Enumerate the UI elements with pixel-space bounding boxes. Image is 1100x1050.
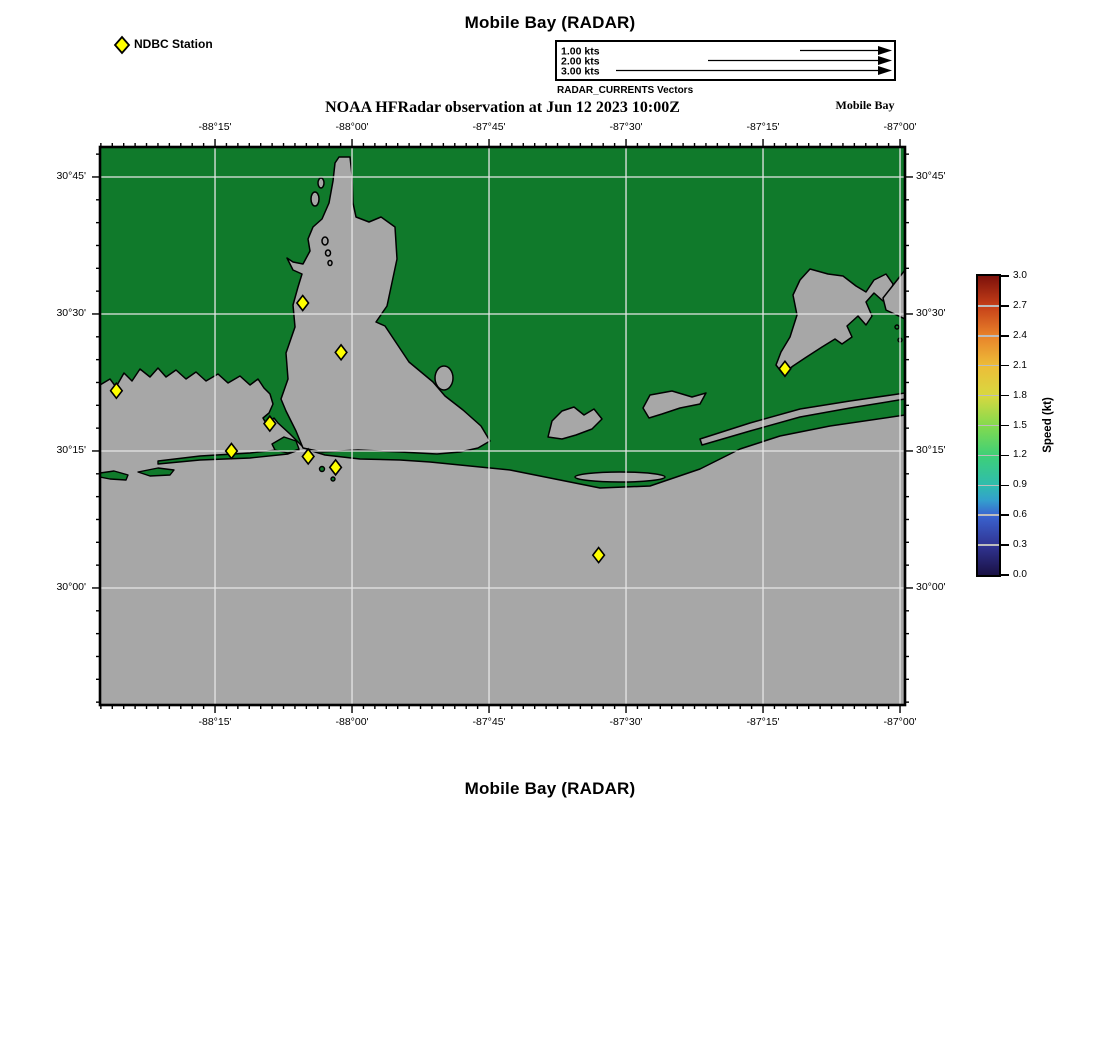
delta-marsh bbox=[327, 259, 333, 267]
colorbar-tick bbox=[1001, 484, 1009, 487]
colorbar-tick-label: 3.0 bbox=[1013, 270, 1027, 281]
colorbar-gridline bbox=[978, 394, 999, 397]
colorbar-gridline bbox=[978, 454, 999, 457]
colorbar-tick bbox=[1001, 574, 1009, 576]
ndbc-station-marker bbox=[295, 294, 310, 312]
intracoastal-water bbox=[699, 392, 905, 446]
lat-tick-label-right: 30°00' bbox=[916, 580, 946, 593]
delta-channel bbox=[317, 177, 325, 189]
wolf-bay-water bbox=[642, 390, 707, 419]
ndbc-station-marker bbox=[334, 343, 348, 362]
lon-tick-label-top: -88°15' bbox=[198, 121, 232, 133]
colorbar-tick bbox=[1001, 544, 1009, 546]
vector-scale-label: 1.00 kts bbox=[561, 46, 600, 58]
map-border bbox=[98, 145, 907, 707]
ndbc-station-marker bbox=[224, 442, 239, 460]
map-canvas bbox=[92, 139, 913, 713]
lon-tick-label-bottom: -87°30' bbox=[609, 716, 643, 728]
vector-scale-legend: 1.00 kts 2.00 kts 3.00 kts bbox=[555, 40, 896, 81]
observation-title: NOAA HFRadar observation at Jun 12 2023 … bbox=[325, 99, 680, 116]
lon-tick-label-bottom: -88°00' bbox=[335, 716, 369, 728]
colorbar-tick-label: 0.0 bbox=[1013, 569, 1027, 580]
lon-tick-label-top: -87°45' bbox=[472, 121, 506, 133]
lon-tick-label-top: -87°15' bbox=[746, 121, 780, 133]
vector-scale-label: 3.00 kts bbox=[561, 66, 600, 78]
lon-tick-label-bottom: -88°15' bbox=[198, 716, 232, 728]
barrier-islet bbox=[137, 467, 175, 477]
colorbar-tick bbox=[1001, 305, 1009, 307]
colorbar-title: Speed (kt) bbox=[1042, 397, 1054, 453]
lat-tick-label-right: 30°15' bbox=[916, 443, 946, 456]
lat-tick-label-left: 30°15' bbox=[56, 443, 86, 456]
page-title: Mobile Bay (RADAR) bbox=[464, 13, 636, 32]
lat-tick-label-left: 30°00' bbox=[56, 580, 86, 593]
colorbar-tick bbox=[1001, 514, 1009, 516]
ndbc-station-marker bbox=[263, 414, 277, 433]
colorbar-tick bbox=[1001, 335, 1009, 337]
sand-islet bbox=[318, 465, 326, 473]
ndbc-station-marker bbox=[591, 546, 606, 564]
colorbar-tick-label: 0.9 bbox=[1013, 479, 1027, 491]
weeks-bay-water bbox=[434, 365, 454, 391]
colorbar-gridline bbox=[978, 335, 999, 337]
sand-islet bbox=[330, 476, 336, 482]
colorbar bbox=[976, 274, 1001, 577]
lat-tick-label-right: 30°30' bbox=[916, 306, 946, 319]
ndbc-station-markers bbox=[109, 294, 792, 564]
colorbar-tick-label: 1.2 bbox=[1013, 449, 1027, 461]
vector-scale-label: 2.00 kts bbox=[561, 56, 600, 68]
colorbar-gridline bbox=[978, 424, 999, 427]
colorbar-gridline bbox=[978, 305, 999, 307]
colorbar-tick bbox=[1001, 454, 1009, 457]
lat-tick-label-left: 30°45' bbox=[56, 169, 86, 182]
bon-secour-water bbox=[547, 406, 603, 440]
perdido-bay-water bbox=[775, 268, 894, 375]
colorbar-tick-label: 0.3 bbox=[1013, 539, 1027, 551]
colorbar-tick-label: 0.6 bbox=[1013, 509, 1027, 521]
colorbar-tick-label: 2.1 bbox=[1013, 359, 1027, 371]
delta-marsh bbox=[321, 236, 329, 246]
vector-legend-caption: RADAR_CURRENTS Vectors bbox=[557, 85, 694, 96]
lon-tick-label-top: -87°30' bbox=[609, 121, 643, 133]
graticule-gridlines bbox=[100, 147, 905, 705]
lat-tick-label-left: 30°30' bbox=[56, 306, 86, 319]
ndbc-station-marker bbox=[778, 359, 792, 378]
colorbar-tick-label: 2.4 bbox=[1013, 329, 1027, 341]
marsh-islet bbox=[894, 324, 900, 330]
lon-tick-label-bottom: -87°00' bbox=[883, 716, 917, 728]
colorbar-gridline bbox=[978, 514, 999, 516]
lon-tick-label-bottom: -87°45' bbox=[472, 716, 506, 728]
little-lagoon-water bbox=[574, 471, 666, 483]
delta-channel bbox=[310, 191, 320, 207]
lon-tick-label-top: -87°00' bbox=[883, 121, 917, 133]
ndbc-station-icon bbox=[113, 35, 131, 55]
petit-bois-island bbox=[100, 470, 129, 481]
colorbar-tick-label: 2.7 bbox=[1013, 299, 1027, 311]
ndbc-station-marker bbox=[328, 458, 343, 477]
lat-tick-label-right: 30°45' bbox=[916, 169, 946, 182]
colorbar-gridline bbox=[978, 544, 999, 546]
corner-region-label: Mobile Bay bbox=[835, 98, 895, 112]
colorbar-tick bbox=[1001, 364, 1009, 367]
delta-marsh bbox=[324, 249, 332, 257]
lon-tick-label-bottom: -87°15' bbox=[746, 716, 780, 728]
colorbar-gridline bbox=[978, 364, 999, 367]
lon-tick-label-top: -88°00' bbox=[335, 121, 369, 133]
dauphin-island-east bbox=[271, 436, 300, 454]
colorbar-tick-label: 1.8 bbox=[1013, 389, 1027, 401]
ndbc-station-marker bbox=[301, 447, 315, 466]
ndbc-station-marker bbox=[109, 381, 124, 400]
ndbc-legend-label: NDBC Station bbox=[134, 37, 213, 51]
colorbar-tick bbox=[1001, 394, 1009, 397]
colorbar-gridline bbox=[978, 484, 999, 487]
footer-title: Mobile Bay (RADAR) bbox=[464, 779, 636, 798]
colorbar-tick bbox=[1001, 275, 1009, 277]
colorbar-tick bbox=[1001, 424, 1009, 427]
colorbar-tick-label: 1.5 bbox=[1013, 419, 1027, 431]
